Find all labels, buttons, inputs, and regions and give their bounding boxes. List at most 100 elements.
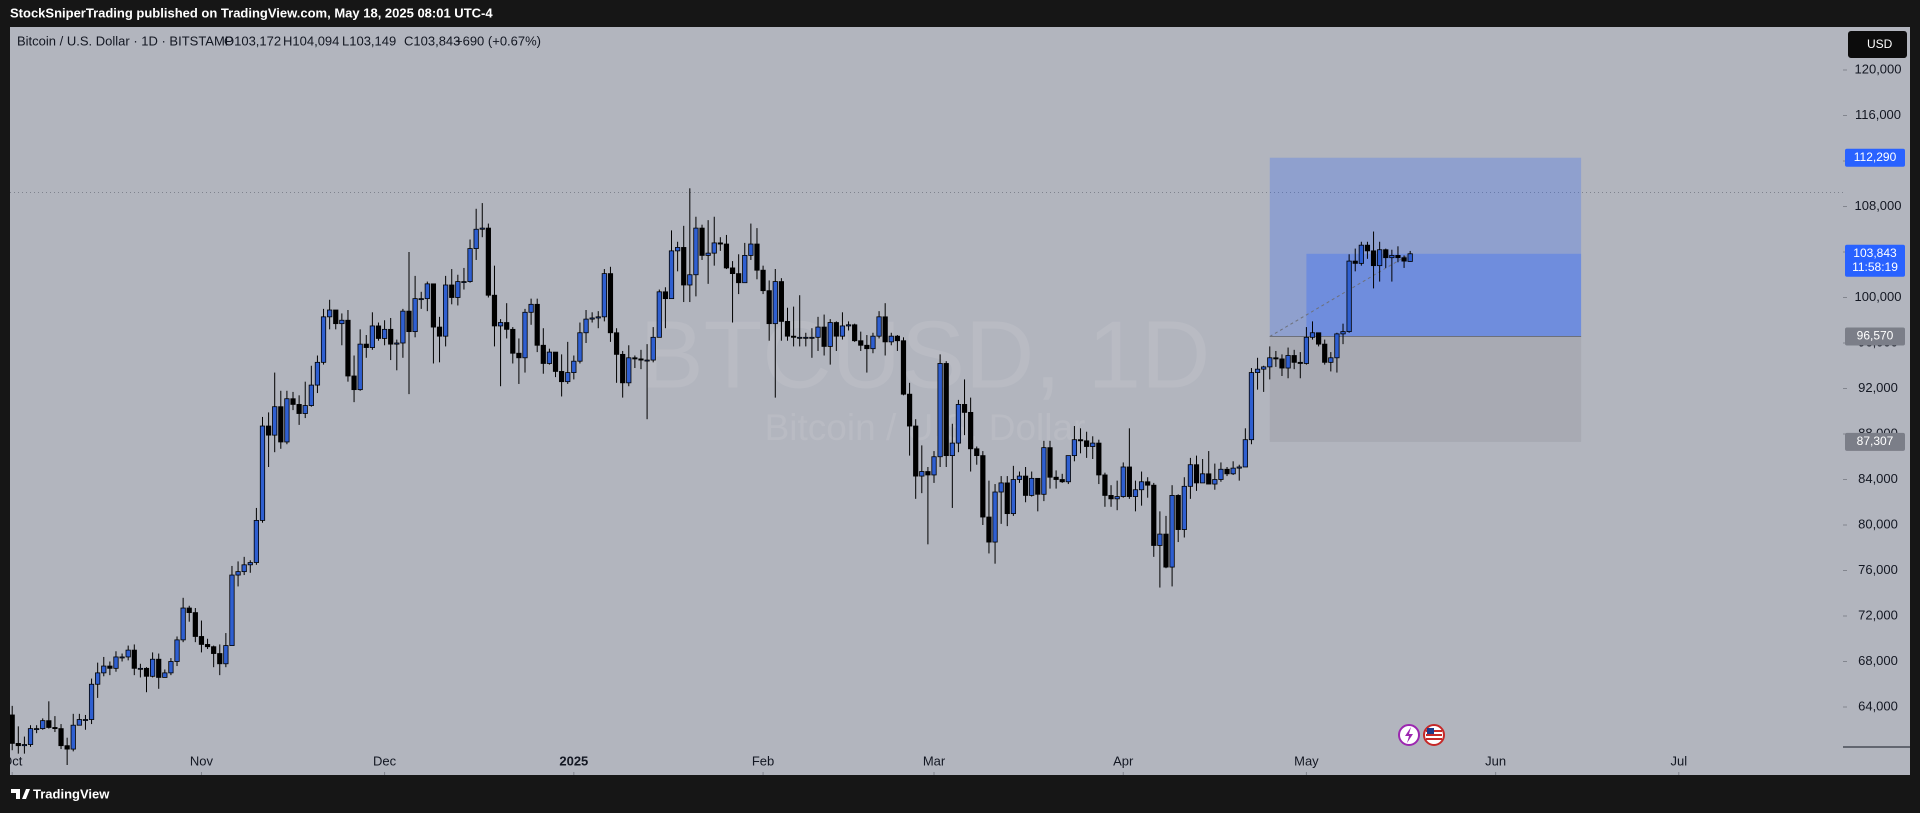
candle-body — [1169, 495, 1175, 568]
candle-body — [1267, 357, 1273, 368]
candle-body — [760, 269, 766, 292]
y-tick-label: 108,000 — [1855, 198, 1902, 213]
candle-body — [1084, 440, 1090, 447]
candle-body — [888, 335, 894, 343]
candle-body — [858, 340, 864, 346]
candle-body — [931, 456, 937, 476]
candle-body — [1291, 355, 1297, 363]
candle-body — [449, 284, 455, 298]
candle-body — [510, 328, 516, 354]
candle-body — [1035, 477, 1041, 495]
candle-body — [485, 227, 491, 296]
candle-body — [107, 665, 113, 669]
candle-body — [1334, 333, 1340, 359]
candle-body — [143, 667, 150, 677]
candle-body — [1114, 496, 1120, 500]
candle-body — [723, 243, 730, 269]
candle-body — [1370, 250, 1377, 267]
candle-body — [565, 372, 571, 383]
candle-body — [168, 661, 174, 674]
candle-body — [668, 250, 675, 300]
candle-body — [540, 344, 546, 364]
currency-label: USD — [1867, 37, 1893, 51]
price-tag-sublabel: 11:58:19 — [1852, 260, 1898, 274]
candle-body — [253, 520, 259, 563]
candle-body — [473, 228, 479, 249]
candle-body — [1279, 358, 1285, 369]
candle-body — [296, 404, 302, 414]
candle-body — [1328, 357, 1334, 363]
candle-body — [1126, 466, 1132, 497]
candle-body — [571, 360, 577, 373]
candle-body — [1200, 473, 1206, 484]
candle-body — [64, 745, 70, 750]
y-tick-label: 92,000 — [1858, 380, 1898, 395]
candle-body — [650, 336, 656, 361]
candle-body — [595, 316, 601, 319]
candle-body — [1236, 466, 1242, 469]
candle-body — [308, 384, 314, 406]
candle-body — [626, 357, 632, 384]
candle-body — [436, 326, 443, 337]
x-tick-label: Feb — [752, 753, 774, 768]
candle-body — [821, 326, 827, 347]
legend-close: C103,843 — [404, 33, 460, 48]
candle-body — [1230, 467, 1236, 475]
candle-body — [430, 283, 437, 328]
candle-body — [1041, 447, 1047, 495]
candle-body — [327, 309, 333, 318]
candle-body — [204, 644, 211, 648]
y-tick-label: 116,000 — [1855, 107, 1901, 122]
candle-body — [1145, 481, 1151, 486]
candle-body — [198, 636, 205, 645]
candle-body — [455, 281, 461, 298]
currency-button[interactable] — [1848, 31, 1907, 58]
brand-logo — [11, 789, 30, 799]
candle-body — [1163, 533, 1169, 568]
target-zone — [1269, 157, 1582, 337]
candle-body — [88, 683, 95, 720]
y-tick-label: 64,000 — [1858, 698, 1898, 713]
candle-body — [1029, 477, 1035, 496]
candle-body — [687, 274, 693, 286]
candle-body — [906, 393, 913, 427]
icon-glyph — [1427, 728, 1434, 734]
candle-body — [797, 336, 803, 339]
x-tick-label: Oct — [2, 753, 23, 768]
candle-body — [736, 273, 742, 284]
candle-body — [406, 310, 412, 333]
candle-body — [131, 649, 137, 669]
candle-body — [27, 728, 34, 745]
candle-body — [1065, 455, 1071, 483]
candle-body — [992, 491, 998, 543]
candle-body — [40, 720, 46, 730]
y-tick-label: 100,000 — [1855, 289, 1902, 304]
candle-body — [394, 342, 400, 345]
candle-body — [1224, 468, 1230, 475]
candle-body — [791, 335, 797, 338]
candle-body — [290, 398, 296, 405]
candle-body — [418, 298, 424, 301]
candle-body — [711, 242, 717, 254]
price-tag — [1845, 432, 1905, 451]
candle-body — [467, 248, 473, 282]
candle-body — [21, 744, 28, 747]
candle-body — [125, 649, 131, 658]
candle-body — [1010, 479, 1016, 515]
candle-body — [607, 273, 614, 334]
candle-body — [876, 316, 882, 337]
candle-body — [1022, 475, 1029, 496]
legend-open: O103,172 — [224, 33, 281, 48]
axes: 64,00068,00072,00076,00080,00084,00088,0… — [1843, 61, 1905, 713]
candle-body — [52, 727, 58, 730]
brand: TradingView — [11, 786, 110, 801]
candle-body — [1309, 332, 1316, 338]
candle-body — [772, 281, 778, 325]
candle-body — [943, 363, 949, 457]
legend-low: L103,149 — [342, 33, 396, 48]
legend-symbol: Bitcoin / U.S. Dollar · 1D · BITSTAMP — [17, 33, 233, 48]
candle-body — [675, 247, 681, 252]
candle-body — [998, 482, 1004, 493]
